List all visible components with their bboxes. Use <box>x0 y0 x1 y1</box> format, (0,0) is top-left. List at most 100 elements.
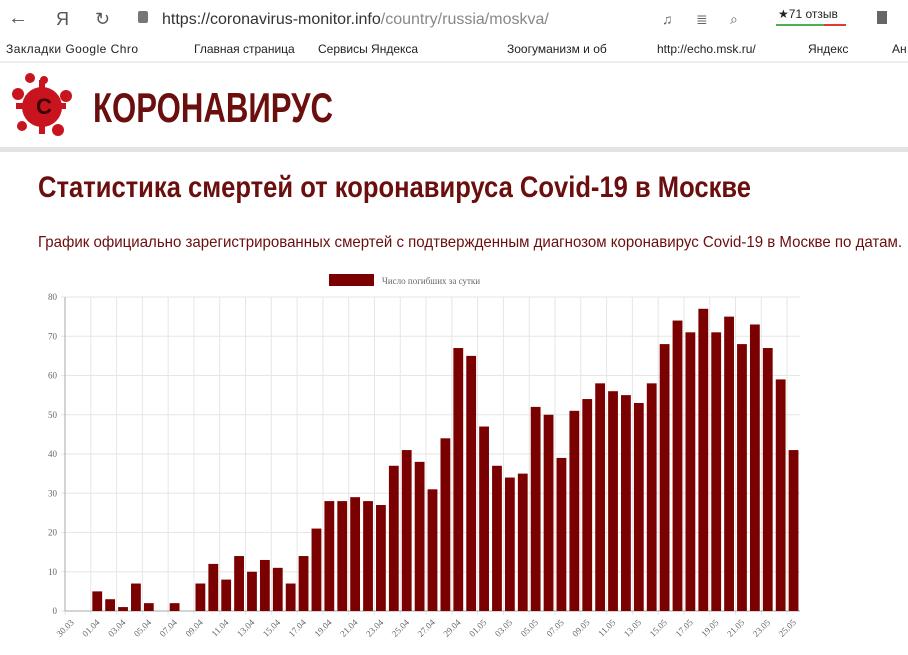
bar <box>621 395 631 611</box>
bar <box>556 457 567 611</box>
x-tick-label: 01.04 <box>80 617 102 639</box>
reader-icon[interactable]: ≣ <box>696 11 708 27</box>
reviews-text: 71 отзыв <box>789 7 838 21</box>
bar <box>517 473 528 611</box>
x-tick-label: 27.04 <box>416 617 438 639</box>
bar <box>711 332 722 611</box>
y-tick-label: 70 <box>48 331 58 341</box>
bar <box>595 383 606 611</box>
bar <box>195 583 206 611</box>
bookmark[interactable]: http://echo.msk.ru/ <box>657 42 756 56</box>
toolbar <box>0 0 908 36</box>
bar <box>169 603 180 611</box>
bar <box>633 402 644 611</box>
site-name[interactable]: КОРОНАВИРУС <box>93 84 333 131</box>
headphones-icon[interactable]: ♫ <box>662 11 673 27</box>
x-tick-label: 21.05 <box>725 617 747 639</box>
x-tick-label: 03.04 <box>106 617 128 639</box>
bookmark[interactable]: Яндекс <box>808 42 848 56</box>
bar <box>788 450 799 611</box>
rating-bar-bad <box>824 24 846 26</box>
y-tick-label: 30 <box>48 488 58 498</box>
bookmark[interactable]: Сервисы Яндекса <box>318 42 418 56</box>
bar <box>298 556 309 611</box>
bar <box>466 355 477 611</box>
lock-icon <box>138 11 148 23</box>
back-button[interactable]: ← <box>8 7 28 29</box>
bar <box>118 607 128 611</box>
bookmark[interactable]: Главная страница <box>194 42 295 56</box>
x-tick-label: 15.04 <box>261 617 283 639</box>
bar <box>685 332 696 611</box>
bar <box>530 406 541 611</box>
bar <box>440 438 451 611</box>
x-tick-label: 09.04 <box>183 617 205 639</box>
bar <box>388 465 399 611</box>
y-tick-label: 10 <box>48 567 58 577</box>
bar <box>672 320 683 611</box>
bar <box>646 383 657 611</box>
bar <box>234 556 244 611</box>
legend-swatch <box>329 274 374 286</box>
bar <box>105 599 116 611</box>
page-title: Статистика смертей от коронавируса Covid… <box>38 171 751 204</box>
bookmark[interactable]: Закладки Google Chro <box>6 42 138 56</box>
bar <box>247 571 257 611</box>
x-tick-label: 13.05 <box>622 617 644 639</box>
search-icon[interactable]: ⌕ <box>730 11 738 27</box>
x-tick-label: 05.05 <box>519 617 541 639</box>
x-tick-label: 25.04 <box>390 617 412 639</box>
bar <box>324 501 335 611</box>
logo-letter: C <box>36 94 52 119</box>
bar <box>492 465 502 611</box>
bar <box>131 583 141 611</box>
bar <box>608 391 618 611</box>
logo: C КОРОНАВИРУС <box>12 73 333 136</box>
y-tick-label: 80 <box>48 292 58 302</box>
bar <box>143 603 154 611</box>
legend-label: Число погибших за сутки <box>382 276 480 286</box>
header-shadow <box>0 147 908 152</box>
x-tick-label: 03.05 <box>493 617 515 639</box>
y-tick-label: 40 <box>48 449 58 459</box>
bar <box>762 348 773 611</box>
bookmarks-bar: Закладки Google Chro Главная страница Серв… <box>6 42 907 56</box>
bar <box>285 583 296 611</box>
x-tick-label: 11.04 <box>209 617 231 639</box>
yandex-button[interactable]: Я <box>56 9 69 29</box>
x-tick-label: 09.05 <box>570 617 592 639</box>
x-tick-label: 07.05 <box>544 617 566 639</box>
bar <box>376 505 386 611</box>
reload-button[interactable]: ↻ <box>95 9 110 29</box>
x-tick-label: 07.04 <box>158 617 180 639</box>
x-tick-label: 25.05 <box>777 617 799 639</box>
bookmark[interactable]: Ан <box>892 42 907 56</box>
bar <box>479 426 489 611</box>
bar <box>724 316 734 611</box>
y-tick-label: 20 <box>48 528 58 538</box>
x-tick-label: 05.04 <box>132 617 154 639</box>
reviews[interactable]: ★71 отзыв <box>778 7 838 21</box>
bar <box>427 489 438 611</box>
address-bar[interactable]: https://coronavirus-monitor.info/country… <box>162 11 549 28</box>
bar <box>401 450 412 611</box>
bar <box>543 414 554 611</box>
x-tick-label: 23.05 <box>751 617 773 639</box>
bar <box>259 559 270 611</box>
bar <box>569 410 580 611</box>
x-tick-label: 13.04 <box>235 617 257 639</box>
bar <box>350 497 361 611</box>
bar <box>208 563 219 611</box>
bookmark[interactable]: Зоогуманизм и об <box>507 42 607 56</box>
bar <box>582 399 593 611</box>
url-path: /country/russia/moskva/ <box>381 11 550 28</box>
bar <box>659 344 670 611</box>
bookmark-icon[interactable] <box>877 11 887 24</box>
bar <box>775 379 786 611</box>
x-tick-label: 19.05 <box>699 617 721 639</box>
bar <box>221 579 232 611</box>
bar <box>337 501 348 611</box>
